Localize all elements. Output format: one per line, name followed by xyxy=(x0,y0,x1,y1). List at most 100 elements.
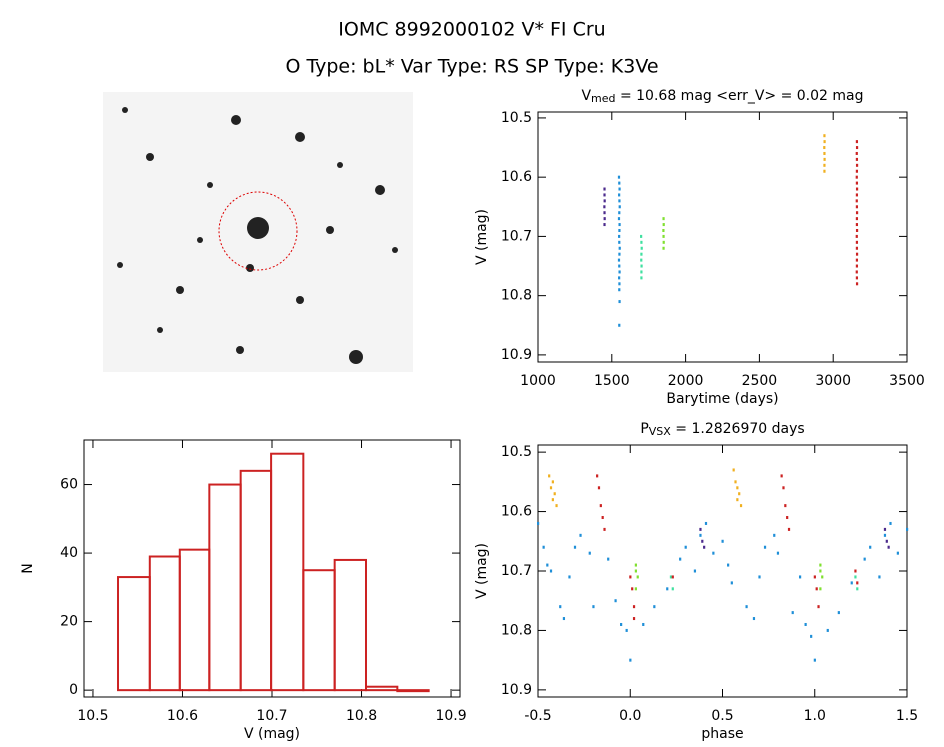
data-point xyxy=(734,480,737,484)
data-point xyxy=(758,575,761,579)
data-point xyxy=(854,569,857,573)
data-point xyxy=(632,617,636,621)
data-point xyxy=(855,276,859,280)
data-point xyxy=(592,605,595,609)
data-point xyxy=(634,569,637,573)
data-point xyxy=(555,504,558,508)
data-point xyxy=(597,486,601,490)
data-point xyxy=(607,557,610,561)
data-point xyxy=(640,270,643,274)
charts: 1000 1500 2000 2500 3000 3500 10.5 10.6 10.7 10.8… xyxy=(20,88,925,742)
data-point xyxy=(599,504,602,508)
data-point xyxy=(640,264,643,268)
y-tick-label: 40 xyxy=(60,545,78,561)
data-point xyxy=(855,146,859,150)
data-point xyxy=(855,175,858,179)
data-point xyxy=(817,605,820,609)
plot-frame xyxy=(537,444,908,698)
data-point xyxy=(819,569,822,573)
title-subscript: VSX xyxy=(649,425,672,438)
data-point xyxy=(603,193,606,197)
data-point xyxy=(850,581,853,585)
data-point xyxy=(640,252,643,256)
data-point xyxy=(885,539,888,543)
data-point xyxy=(699,533,702,537)
data-point xyxy=(640,246,643,250)
data-point xyxy=(745,605,748,609)
data-point xyxy=(855,193,859,197)
sky-image xyxy=(103,92,413,372)
data-point xyxy=(666,587,669,591)
data-point xyxy=(662,234,665,238)
data-point xyxy=(618,228,621,232)
data-point xyxy=(855,258,859,262)
data-point xyxy=(662,228,665,232)
hist-bar xyxy=(270,452,305,692)
data-point xyxy=(568,575,571,579)
data-point xyxy=(618,252,621,256)
data-point xyxy=(784,504,787,508)
data-point xyxy=(855,270,858,274)
page-title: IOMC 8992000102 V* FI Cru xyxy=(338,19,605,41)
data-point xyxy=(620,622,623,626)
data-point xyxy=(596,474,599,478)
data-point xyxy=(669,575,673,579)
y-tick-label: 60 xyxy=(60,477,78,493)
y-axis-label: V (mag) xyxy=(474,543,490,599)
data-point xyxy=(588,551,591,555)
data-point xyxy=(579,533,582,537)
title-part: V xyxy=(581,88,591,104)
chart-title: Vmed = 10.68 mag <err_V> = 0.02 mag xyxy=(581,88,863,105)
y-tick-label: 10.5 xyxy=(501,110,532,126)
data-point xyxy=(618,240,621,244)
data-point xyxy=(736,486,739,490)
data-point xyxy=(819,563,822,567)
data-point xyxy=(704,521,708,525)
data-point xyxy=(855,169,859,173)
x-tick-label: 1.0 xyxy=(804,708,826,724)
data-point xyxy=(617,175,621,179)
data-point xyxy=(553,492,556,496)
data-point xyxy=(542,545,545,549)
data-point xyxy=(826,628,829,632)
data-point xyxy=(662,217,665,221)
data-point xyxy=(855,181,859,185)
y-tick-label: 10.6 xyxy=(501,504,532,520)
hist-bar xyxy=(148,555,181,692)
x-tick-label: 10.9 xyxy=(435,708,466,724)
y-tick-label: 10.9 xyxy=(501,682,532,698)
data-point xyxy=(791,611,794,615)
data-point xyxy=(618,187,621,191)
data-point xyxy=(625,628,628,632)
title-part: = 10.68 mag <err_V> = 0.02 mag xyxy=(616,88,864,104)
data-point xyxy=(854,575,857,579)
data-point xyxy=(823,151,826,155)
hist-bar xyxy=(365,685,399,692)
data-point xyxy=(798,575,802,579)
data-point xyxy=(618,211,621,215)
data-point xyxy=(780,474,783,478)
y-tick-label: 10.7 xyxy=(501,563,532,579)
data-point xyxy=(618,223,621,227)
data-point xyxy=(653,605,656,609)
data-point xyxy=(671,575,674,579)
data-point xyxy=(856,581,859,585)
data-point xyxy=(618,323,621,327)
data-point xyxy=(727,563,730,567)
x-tick-label: 10.5 xyxy=(77,708,108,724)
data-point xyxy=(603,187,606,191)
data-point xyxy=(855,187,859,191)
data-point xyxy=(776,551,780,555)
y-tick-label: 10.7 xyxy=(501,228,532,244)
data-point xyxy=(787,527,791,531)
data-point xyxy=(548,474,551,478)
data-point xyxy=(618,193,621,197)
data-point xyxy=(855,217,859,221)
data-point xyxy=(662,240,665,244)
data-point xyxy=(559,605,562,609)
y-axis-label: N xyxy=(20,563,36,573)
data-point xyxy=(603,223,606,227)
data-point xyxy=(804,622,807,626)
data-point xyxy=(634,563,637,567)
